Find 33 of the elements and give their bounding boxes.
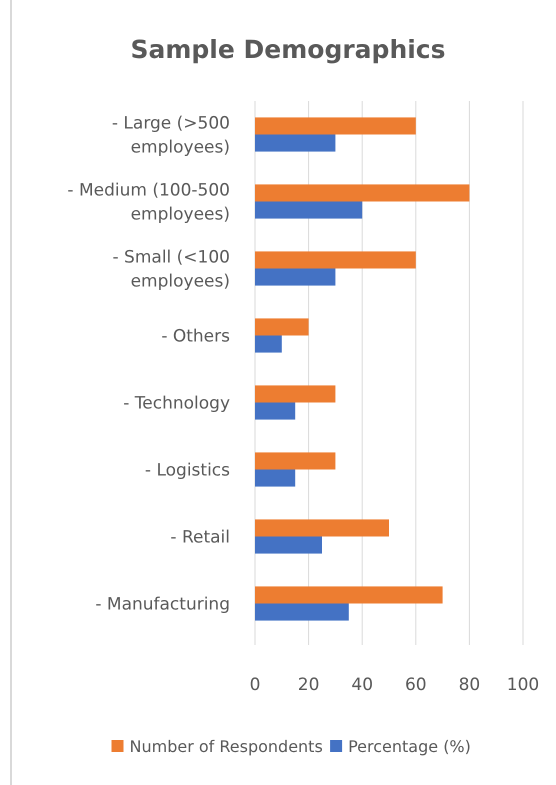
bar: [255, 470, 296, 487]
bar: [255, 536, 322, 554]
y-tick-label: - Manufacturing: [95, 594, 230, 614]
bar: [255, 336, 282, 353]
y-tick-label: - Others: [161, 326, 230, 346]
bar: [255, 184, 470, 202]
chart-title: Sample Demographics: [130, 35, 446, 64]
bar: [255, 452, 336, 470]
bar: [255, 519, 389, 536]
legend-label: Percentage (%): [348, 737, 471, 756]
x-tick-label: 60: [404, 675, 427, 695]
bar: [255, 604, 349, 621]
bar: [255, 318, 309, 336]
legend-label: Number of Respondents: [130, 737, 323, 756]
bar: [255, 402, 296, 420]
bar: [255, 117, 416, 134]
y-tick-label: - Technology: [123, 394, 230, 414]
y-tick-label: - Retail: [170, 528, 230, 548]
x-tick-label: 100: [506, 675, 540, 695]
y-tick-label: - Medium (100-500 employees): [67, 180, 230, 224]
bar: [255, 202, 362, 219]
bar: [255, 251, 416, 268]
bar: [255, 268, 336, 286]
bar: [255, 586, 443, 604]
y-tick-label: - Small (<100 employees): [112, 248, 230, 292]
bar: [255, 385, 336, 402]
x-tick-label: 80: [458, 675, 480, 695]
y-tick-label: - Logistics: [144, 460, 230, 480]
x-tick-label: 20: [298, 675, 320, 695]
x-tick-label: 40: [351, 675, 374, 695]
y-tick-label: - Large (>500 employees): [112, 114, 230, 158]
x-tick-label: 0: [250, 675, 260, 695]
bar: [255, 134, 336, 152]
